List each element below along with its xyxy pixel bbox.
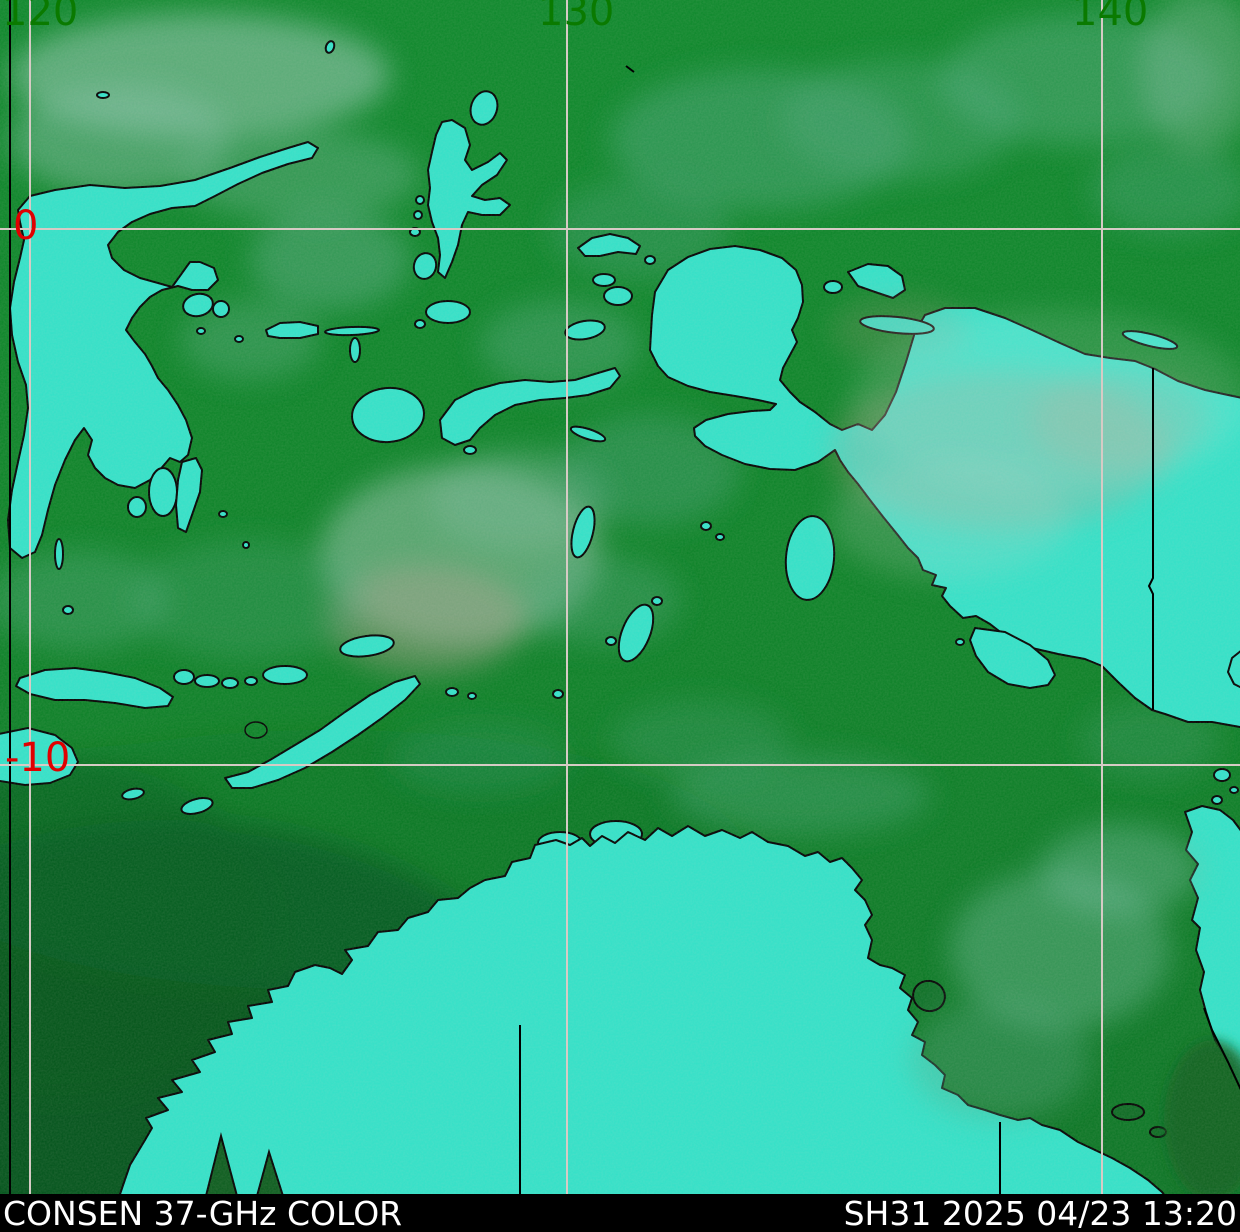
product-datetime-label: SH31 2025 04/23 13:20 — [843, 1193, 1237, 1232]
longitude-label-120: 120 — [2, 0, 79, 35]
map-speck — [625, 65, 635, 73]
cape-york-coast-redraw — [1203, 1007, 1240, 1091]
longitude-label-140: 140 — [1072, 0, 1149, 35]
graticule-lines — [0, 0, 1240, 1194]
latitude-label-10s: -10 — [5, 735, 71, 781]
longitude-label-130: 130 — [538, 0, 615, 35]
png-border-141e — [1147, 368, 1154, 710]
product-name-label: CONSEN 37-GHz COLOR — [3, 1193, 403, 1232]
boundary-lines — [9, 0, 1240, 1194]
cloud-grain-texture — [0, 0, 1240, 1194]
latitude-label-0: 0 — [13, 203, 39, 249]
caption-bar: CONSEN 37-GHz COLOR SH31 2025 04/23 13:2… — [0, 1194, 1240, 1232]
